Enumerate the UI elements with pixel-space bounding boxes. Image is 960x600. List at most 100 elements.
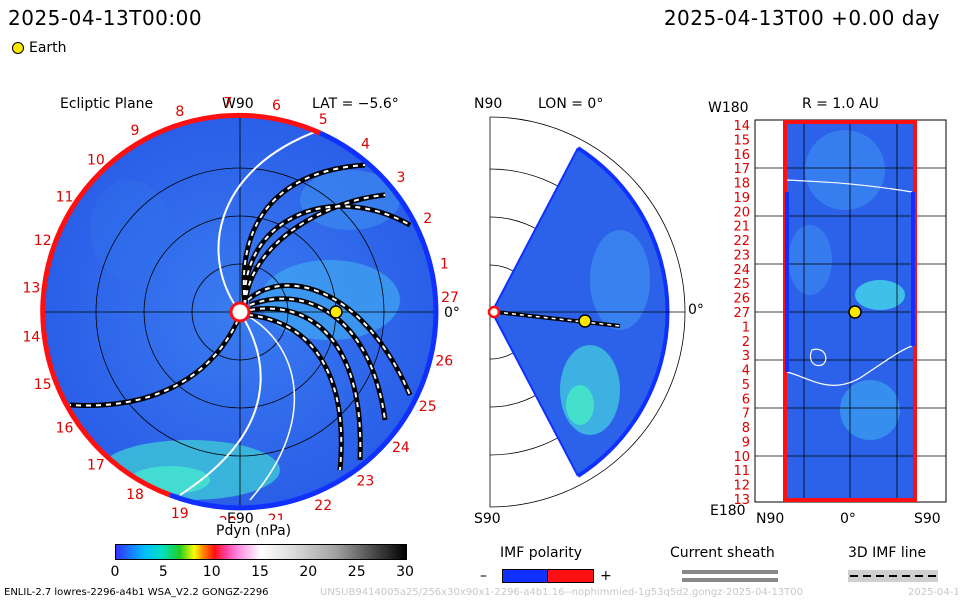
synoptic-day-tick: 18	[733, 177, 750, 192]
colorbar-title: Pdyn (nPa)	[216, 523, 292, 539]
synoptic-top-left-label: W180	[708, 100, 749, 116]
earth-legend: Earth	[12, 40, 67, 56]
ecliptic-day-tick: 21	[268, 512, 286, 520]
synoptic-day-tick: 23	[733, 249, 750, 264]
colorbar-tick-label: 0	[111, 564, 120, 580]
earth-legend-label: Earth	[29, 40, 67, 56]
colorbar-tick-label: 15	[251, 564, 269, 580]
ecliptic-day-tick: 7	[223, 95, 232, 111]
imf-polarity-positive-swatch	[547, 569, 594, 583]
synoptic-day-tick: 16	[733, 148, 750, 163]
colorbar-tick-label: 25	[348, 564, 366, 580]
synoptic-day-tick: 14	[733, 119, 750, 134]
footer-right-info: 2025-04-14	[908, 587, 958, 598]
synoptic-day-tick: 21	[733, 220, 750, 235]
current-sheath-title: Current sheath	[670, 545, 775, 561]
footer-run-info: UNSUB9414005a25/256x30x90x1-2296-a4b1.16…	[320, 587, 804, 598]
synoptic-day-tick: 10	[733, 450, 750, 465]
ecliptic-day-tick: 13	[22, 281, 40, 297]
synoptic-x-label-s90: S90	[914, 511, 941, 527]
earth-icon-synoptic	[848, 305, 862, 319]
ecliptic-bottom-label: E90	[227, 511, 254, 527]
synoptic-day-tick: 8	[742, 421, 750, 436]
synoptic-day-tick: 1	[742, 320, 750, 335]
right-timestamp: 2025-04-13T00 +0.00 day	[663, 6, 940, 30]
synoptic-day-ticks: 1415161718192021222324252627123456789101…	[733, 119, 750, 508]
ecliptic-plane-plot: 1234567891011121314151617181920212223242…	[22, 95, 460, 520]
synoptic-day-tick: 13	[733, 493, 750, 508]
ecliptic-day-tick: 18	[126, 487, 144, 503]
meridional-plane-plot	[487, 116, 686, 508]
ecliptic-day-tick: 25	[419, 399, 437, 415]
synoptic-title: R = 1.0 AU	[802, 96, 879, 112]
current-sheath-line-2	[682, 578, 778, 582]
colorbar-tick-label: 10	[203, 564, 221, 580]
ecliptic-day-tick: 1	[440, 257, 449, 273]
imf-polarity-minus: –	[480, 568, 487, 584]
footer-model-info: ENLIL-2.7 lowres-2296-a4b1 WSA_V2.2 GONG…	[4, 587, 269, 598]
ecliptic-day-tick: 15	[34, 377, 52, 393]
synoptic-day-tick: 11	[733, 464, 750, 479]
synoptic-day-tick: 22	[733, 234, 750, 249]
meridional-top-label: N90	[474, 96, 503, 112]
colorbar-scale	[115, 544, 407, 560]
synoptic-day-tick: 3	[742, 349, 750, 364]
synoptic-day-tick: 6	[742, 392, 750, 407]
synoptic-day-tick: 7	[742, 407, 750, 422]
ecliptic-day-tick: 5	[319, 112, 328, 128]
current-sheath-line-1	[682, 570, 778, 574]
synoptic-day-tick: 17	[733, 162, 750, 177]
ecliptic-right-label: 0°	[444, 305, 460, 321]
ecliptic-day-ticks: 1234567891011121314151617181920212223242…	[22, 95, 458, 520]
synoptic-map-plot: 1415161718192021222324252627123456789101…	[733, 119, 947, 508]
ecliptic-day-tick: 17	[87, 458, 105, 474]
ecliptic-day-tick: 3	[396, 170, 405, 186]
synoptic-day-tick: 19	[733, 191, 750, 206]
ecliptic-day-tick: 20	[219, 515, 237, 520]
meridional-right-label: 0°	[688, 302, 704, 318]
synoptic-x-label-n90: N90	[756, 511, 785, 527]
synoptic-day-tick: 9	[742, 436, 750, 451]
meridional-lon-label: LON = 0°	[538, 96, 604, 112]
synoptic-day-tick: 27	[733, 306, 750, 321]
synoptic-day-tick: 5	[742, 378, 750, 393]
synoptic-day-tick: 26	[733, 292, 750, 307]
synoptic-day-tick: 4	[742, 364, 750, 379]
ecliptic-title: Ecliptic Plane	[60, 96, 154, 112]
ecliptic-day-tick: 16	[56, 420, 74, 436]
synoptic-day-tick: 20	[733, 205, 750, 220]
meridional-bottom-label: S90	[474, 511, 501, 527]
ecliptic-day-tick: 26	[435, 353, 453, 369]
colorbar-ticks: 0 5 10 15 20 25 30	[111, 564, 414, 580]
colorbar-tick-label: 30	[396, 564, 414, 580]
ecliptic-day-tick: 12	[34, 233, 52, 249]
synoptic-day-tick: 12	[733, 479, 750, 494]
synoptic-day-tick: 25	[733, 277, 750, 292]
earth-marker-icon	[12, 42, 24, 54]
ecliptic-day-tick: 14	[22, 329, 40, 345]
synoptic-day-tick: 15	[733, 133, 750, 148]
imf-line-sample	[848, 570, 938, 582]
synoptic-day-tick: 24	[733, 263, 750, 278]
ecliptic-day-tick: 11	[56, 190, 74, 206]
imf-polarity-plus: +	[600, 568, 612, 584]
ecliptic-day-tick: 6	[272, 98, 281, 114]
ecliptic-lat-label: LAT = −5.6°	[312, 96, 399, 112]
ecliptic-day-tick: 23	[356, 473, 374, 489]
earth-icon-meridional	[578, 314, 592, 328]
earth-icon	[329, 305, 343, 319]
ecliptic-day-tick: 4	[361, 137, 370, 153]
imf-line-title: 3D IMF line	[848, 545, 927, 561]
ecliptic-day-tick: 22	[314, 498, 332, 514]
ecliptic-day-tick: 27	[441, 290, 459, 306]
colorbar-tick-label: 20	[299, 564, 317, 580]
colorbar-tick-label: 5	[159, 564, 168, 580]
ecliptic-day-tick: 19	[171, 506, 189, 520]
imf-polarity-negative-swatch	[502, 569, 549, 583]
ecliptic-top-label: W90	[222, 96, 254, 112]
ecliptic-day-tick: 8	[175, 104, 184, 120]
synoptic-bottom-left-label: E180	[710, 503, 746, 519]
imf-polarity-title: IMF polarity	[500, 545, 583, 561]
sun-icon	[229, 301, 251, 323]
ecliptic-day-tick: 10	[87, 152, 105, 168]
